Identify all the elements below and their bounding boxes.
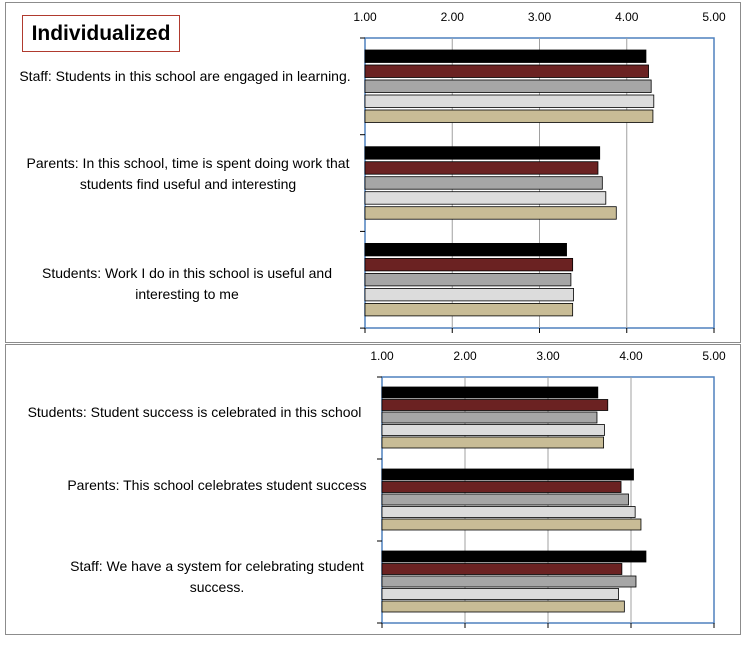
x-tick-label: 2.00 bbox=[441, 10, 465, 24]
x-tick-label: 5.00 bbox=[702, 10, 726, 24]
bar bbox=[381, 481, 622, 493]
chart-title-box: Individualized bbox=[22, 15, 180, 52]
category-label: Parents: This school celebrates student … bbox=[67, 477, 367, 493]
bar bbox=[364, 302, 574, 317]
x-tick-label: 5.00 bbox=[702, 349, 726, 363]
bar bbox=[381, 506, 636, 518]
bar bbox=[364, 79, 652, 93]
bar bbox=[381, 436, 605, 449]
bar bbox=[364, 146, 601, 160]
bar bbox=[364, 94, 655, 108]
category-label: Students: Student success is celebrated … bbox=[27, 404, 362, 420]
x-tick-label: 2.00 bbox=[453, 349, 477, 363]
bar bbox=[381, 600, 625, 613]
bar bbox=[381, 588, 619, 600]
bar bbox=[381, 411, 598, 424]
bar bbox=[381, 386, 599, 399]
bar bbox=[364, 191, 607, 205]
chart-1-svg: 1.00 2.00 3.00 4.00 5.00 bbox=[353, 10, 726, 333]
chart-panel-2: 1.00 2.00 3.00 4.00 5.00 Students: Student s… bbox=[5, 344, 741, 635]
chart-2-svg: 1.00 2.00 3.00 4.00 5.00 bbox=[370, 349, 726, 628]
x-tick-label: 4.00 bbox=[619, 349, 643, 363]
bar bbox=[364, 242, 567, 257]
bar bbox=[381, 424, 605, 436]
bar bbox=[381, 493, 629, 506]
bar bbox=[381, 550, 647, 563]
bar bbox=[364, 272, 572, 287]
chart-panel-1: Individualized 1.00 2.00 3.00 4.00 5.00 Staf… bbox=[5, 2, 741, 343]
category-label: Staff: Students in this school are engag… bbox=[19, 68, 351, 84]
bar bbox=[381, 575, 637, 588]
bar bbox=[381, 518, 642, 531]
x-tick-label: 1.00 bbox=[370, 349, 394, 363]
bar bbox=[364, 206, 617, 220]
category-label: Staff: We have a system for celebrating … bbox=[70, 558, 364, 595]
category-label: Students: Work I do in this school is us… bbox=[41, 265, 332, 302]
bar bbox=[364, 287, 574, 302]
bar bbox=[364, 161, 599, 175]
x-tick-label: 3.00 bbox=[536, 349, 560, 363]
bar bbox=[364, 49, 647, 63]
chart-title: Individualized bbox=[31, 22, 171, 45]
bar bbox=[381, 399, 609, 411]
category-label: Parents: In this school, time is spent d… bbox=[26, 155, 350, 192]
bar bbox=[364, 257, 574, 272]
bar bbox=[381, 563, 623, 575]
bar bbox=[364, 109, 654, 123]
x-tick-label: 1.00 bbox=[353, 10, 377, 24]
bar bbox=[381, 468, 634, 481]
bar bbox=[364, 64, 649, 78]
bar bbox=[364, 176, 603, 190]
x-tick-label: 4.00 bbox=[615, 10, 639, 24]
x-tick-label: 3.00 bbox=[528, 10, 552, 24]
